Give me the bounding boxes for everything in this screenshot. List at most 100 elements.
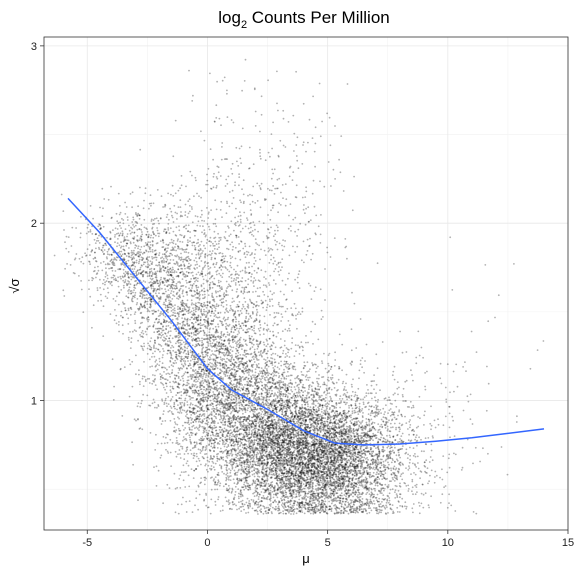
scatter-point	[331, 389, 333, 391]
scatter-point	[317, 475, 319, 477]
scatter-point	[288, 366, 290, 368]
scatter-point	[374, 428, 376, 430]
scatter-point	[307, 342, 309, 344]
scatter-point	[414, 485, 416, 487]
scatter-point	[266, 507, 268, 509]
scatter-point	[355, 470, 357, 472]
scatter-point	[417, 462, 419, 464]
scatter-point	[365, 418, 367, 420]
scatter-point	[315, 485, 317, 487]
scatter-point	[206, 432, 208, 434]
scatter-point	[335, 476, 337, 478]
scatter-point	[368, 490, 370, 492]
scatter-point	[319, 451, 321, 453]
scatter-point	[270, 482, 272, 484]
scatter-point	[326, 385, 328, 387]
scatter-point	[352, 489, 354, 491]
scatter-point	[352, 496, 354, 498]
scatter-point	[248, 489, 250, 491]
scatter-point	[275, 458, 277, 460]
scatter-point	[321, 496, 323, 498]
scatter-point	[219, 483, 221, 485]
scatter-point	[378, 513, 380, 515]
scatter-point	[319, 457, 321, 459]
scatter-point	[373, 494, 375, 496]
scatter-point	[256, 454, 258, 456]
scatter-point	[384, 488, 386, 490]
scatter-point	[355, 394, 357, 396]
scatter-point	[365, 458, 367, 460]
scatter-point	[253, 404, 255, 406]
scatter-point	[369, 430, 371, 432]
scatter-point	[349, 481, 351, 483]
scatter-point	[285, 513, 287, 515]
scatter-point	[350, 363, 352, 365]
scatter-point	[399, 423, 401, 425]
scatter-point	[347, 412, 349, 414]
scatter-point	[277, 485, 279, 487]
scatter-point	[321, 489, 323, 491]
scatter-point	[343, 451, 345, 453]
scatter-point	[368, 393, 370, 395]
scatter-point	[373, 467, 375, 469]
scatter-point	[318, 374, 320, 376]
scatter-point	[239, 454, 241, 456]
scatter-point	[242, 500, 244, 502]
scatter-point	[263, 492, 265, 494]
scatter-point	[235, 486, 237, 488]
scatter-point	[382, 449, 384, 451]
scatter-point	[275, 506, 277, 508]
scatter-point	[354, 412, 356, 414]
scatter-point	[261, 430, 263, 432]
scatter-point	[270, 505, 272, 507]
scatter-point	[324, 465, 326, 467]
scatter-point	[321, 408, 323, 410]
scatter-point	[219, 419, 221, 421]
scatter-point	[308, 491, 310, 493]
scatter-point	[265, 397, 267, 399]
scatter-point	[372, 460, 374, 462]
scatter-point	[373, 472, 375, 474]
scatter-point	[343, 494, 345, 496]
scatter-point	[255, 468, 257, 470]
scatter-point	[311, 466, 313, 468]
scatter-point	[414, 463, 416, 465]
scatter-point	[427, 467, 429, 469]
scatter-point	[414, 439, 416, 441]
scatter-point	[337, 423, 339, 425]
scatter-point	[259, 443, 261, 445]
scatter-point	[259, 486, 261, 488]
scatter-point	[360, 399, 362, 401]
scatter-point	[396, 507, 398, 509]
scatter-point	[279, 397, 281, 399]
scatter-point	[352, 412, 354, 414]
scatter-point	[247, 409, 249, 411]
scatter-point	[310, 448, 312, 450]
scatter-point	[344, 503, 346, 505]
scatter-point	[402, 424, 404, 426]
scatter-point	[290, 474, 292, 476]
scatter-point	[365, 493, 367, 495]
scatter-point	[315, 504, 317, 506]
scatter-point	[384, 411, 386, 413]
scatter-point	[374, 396, 376, 398]
scatter-point	[321, 500, 323, 502]
scatter-point	[301, 425, 303, 427]
scatter-point	[283, 469, 285, 471]
scatter-point	[319, 467, 321, 469]
scatter-point	[281, 378, 283, 380]
scatter-point	[332, 499, 334, 501]
scatter-point	[294, 457, 296, 459]
scatter-point	[284, 457, 286, 459]
scatter-point	[317, 483, 319, 485]
scatter-point	[353, 433, 355, 435]
scatter-point	[323, 417, 325, 419]
scatter-point	[377, 485, 379, 487]
scatter-point	[277, 492, 279, 494]
scatter-point	[323, 501, 325, 503]
scatter-point	[420, 439, 422, 441]
scatter-point	[366, 502, 368, 504]
scatter-point	[351, 461, 353, 463]
scatter-point	[423, 424, 425, 426]
scatter-point	[329, 401, 331, 403]
